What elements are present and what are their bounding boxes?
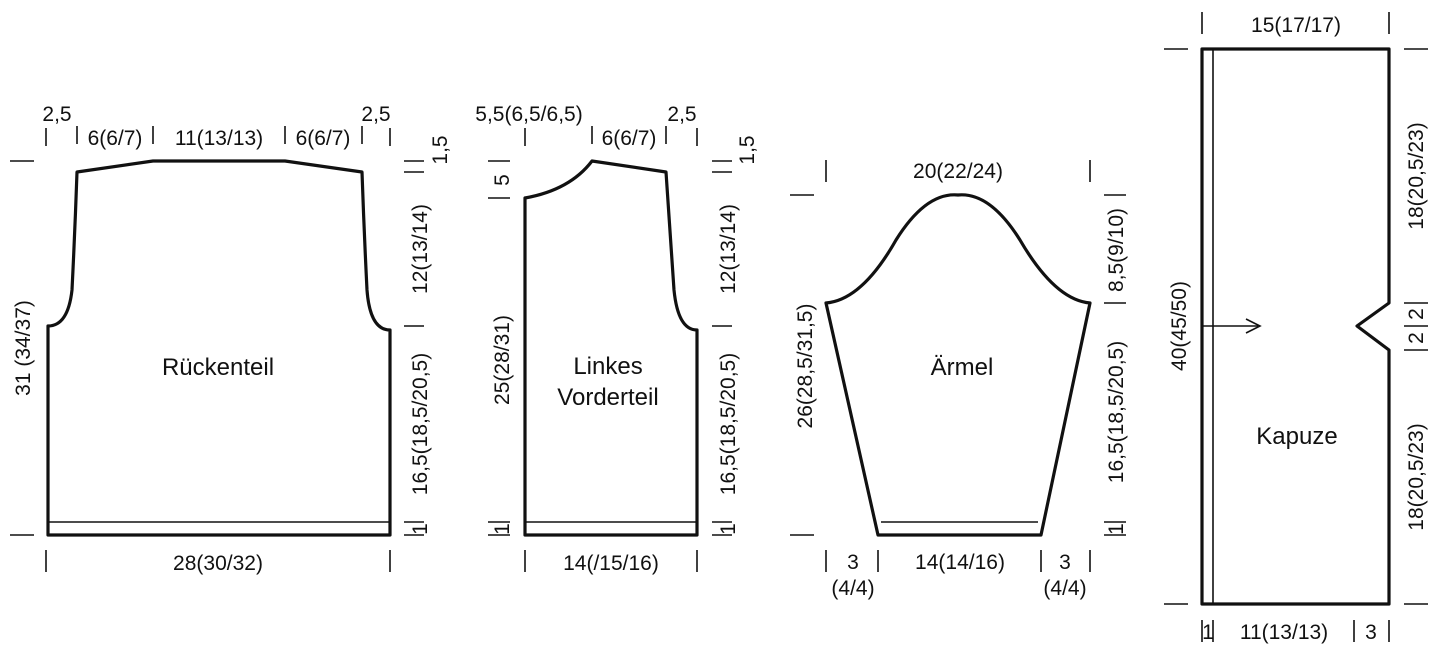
hood-top-width: 15(17/17) xyxy=(1251,14,1341,37)
hood-bottom-center: 11(13/13) xyxy=(1240,621,1328,644)
hood-upper: 18(20,5/23) xyxy=(1405,122,1428,229)
sleeve-top-width: 20(22/24) xyxy=(913,160,1003,183)
front-rib: 1 xyxy=(491,523,514,535)
back-total-height: 31 (34/37) xyxy=(12,300,35,396)
hood-arrow-head xyxy=(1245,318,1262,334)
back-side: 16,5(18,5/20,5) xyxy=(409,353,432,495)
sleeve-bottom-right-a: 3 xyxy=(1059,551,1071,574)
hood-label: Kapuze xyxy=(1256,423,1337,450)
hood-bottom-right: 3 xyxy=(1365,621,1377,644)
front-total-height: 25(28/31) xyxy=(491,315,514,405)
hood-height: 40(45/50) xyxy=(1168,281,1191,371)
front-neck-depth: 5 xyxy=(491,174,514,186)
sleeve-bottom-left-a: 3 xyxy=(847,551,859,574)
back-piece: Rückenteil 2,5 2,5 6(6/7) 11(13/13) 6(6/… xyxy=(10,103,452,575)
back-top-left-margin: 2,5 xyxy=(42,103,71,126)
front-label-line1: Linkes xyxy=(573,353,642,380)
sleeve-outline xyxy=(824,193,1092,537)
hood-piece: Kapuze 15(17/17) 40(45/50) 18(20,5/23) 2… xyxy=(1164,12,1428,644)
hood-bottom-edge: 1 xyxy=(1202,621,1214,644)
front-top-right-margin: 2,5 xyxy=(667,103,696,126)
front-armhole: 12(13/14) xyxy=(717,204,740,294)
back-shoulder-right: 6(6/7) xyxy=(296,127,351,150)
front-rib-right: 1 xyxy=(717,523,740,535)
back-rib: 1 xyxy=(409,523,432,535)
front-piece: Linkes Vorderteil 5,5(6,5/6,5) 2,5 6(6/7… xyxy=(475,103,759,575)
hood-outline xyxy=(1200,47,1391,606)
back-shoulder-left: 6(6/7) xyxy=(88,127,143,150)
front-shoulder: 6(6/7) xyxy=(602,127,657,150)
front-shoulder-slope: 1,5 xyxy=(736,135,759,164)
sleeve-rib: 1 xyxy=(1105,523,1128,535)
sleeve-bottom-center: 14(14/16) xyxy=(915,551,1005,574)
sleeve-side: 16,5(18,5/20,5) xyxy=(1105,341,1128,483)
hood-lower: 18(20,5/23) xyxy=(1405,423,1428,530)
front-side: 16,5(18,5/20,5) xyxy=(717,353,740,495)
sleeve-height: 26(28,5/31,5) xyxy=(794,304,817,429)
hood-notch-a: 2 xyxy=(1405,308,1428,320)
front-outline xyxy=(523,159,699,537)
sleeve-label: Ärmel xyxy=(931,354,994,381)
back-top-right-margin: 2,5 xyxy=(361,103,390,126)
back-bottom-width: 28(30/32) xyxy=(173,552,263,575)
sleeve-cap: 8,5(9/10) xyxy=(1105,208,1128,292)
sleeve-bottom-right-b: (4/4) xyxy=(1043,577,1086,600)
sleeve-piece: Ärmel 20(22/24) 26(28,5/31,5) 8,5(9/10) … xyxy=(790,160,1128,600)
back-label: Rückenteil xyxy=(162,354,274,381)
back-shoulder-slope: 1,5 xyxy=(429,135,452,164)
hood-notch-b: 2 xyxy=(1405,332,1428,344)
back-neck: 11(13/13) xyxy=(175,127,263,150)
sleeve-bottom-left-b: (4/4) xyxy=(831,577,874,600)
back-armhole: 12(13/14) xyxy=(409,204,432,294)
front-label-line2: Vorderteil xyxy=(557,384,658,411)
front-bottom-width: 14(/15/16) xyxy=(563,552,659,575)
back-outline xyxy=(46,159,392,537)
front-top-left-margin: 5,5(6,5/6,5) xyxy=(475,103,582,126)
